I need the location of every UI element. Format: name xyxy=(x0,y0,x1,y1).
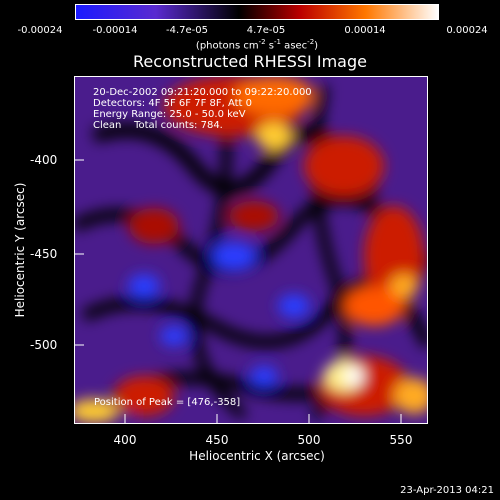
colorbar-unit: (photons cm-2 s-1 asec-2) xyxy=(195,38,319,52)
colorbar-tick: 0.00024 xyxy=(446,25,488,36)
info-detectors: Detectors: 4F 5F 6F 7F 8F, Att 0 xyxy=(93,98,253,109)
colorbar xyxy=(75,4,439,20)
info-box: 20-Dec-2002 09:21:20.000 to 09:22:20.000… xyxy=(93,87,312,131)
peak-annotation: Position of Peak = [476,-358] xyxy=(94,397,241,408)
colorbar-tick: -0.00014 xyxy=(92,25,138,36)
colorbar-tick: -4.7e-05 xyxy=(166,25,208,36)
y-axis-label: Heliocentric Y (arcsec) xyxy=(13,182,27,318)
colorbar-tick: 0.00014 xyxy=(344,25,386,36)
info-energy: Energy Range: 25.0 - 50.0 keV xyxy=(93,109,246,120)
x-tick-label: 450 xyxy=(205,433,229,447)
colorbar-tick: -0.00024 xyxy=(17,25,63,36)
x-tick-label: 500 xyxy=(297,433,321,447)
timestamp: 23-Apr-2013 04:21 xyxy=(400,485,494,496)
y-tick-label: -500 xyxy=(30,338,58,352)
chart-title: Reconstructed RHESSI Image xyxy=(133,52,367,71)
info-time: 20-Dec-2002 09:21:20.000 to 09:22:20.000 xyxy=(93,87,312,98)
x-axis-label: Heliocentric X (arcsec) xyxy=(189,449,325,463)
heatmap-plot xyxy=(74,76,428,424)
x-tick-label: 550 xyxy=(389,433,413,447)
y-tick-label: -400 xyxy=(30,153,58,167)
info-counts: Clean Total counts: 784. xyxy=(93,120,223,131)
colorbar-tick: 4.7e-05 xyxy=(246,25,286,36)
y-tick-label: -450 xyxy=(30,247,58,261)
x-tick-label: 400 xyxy=(113,433,137,447)
